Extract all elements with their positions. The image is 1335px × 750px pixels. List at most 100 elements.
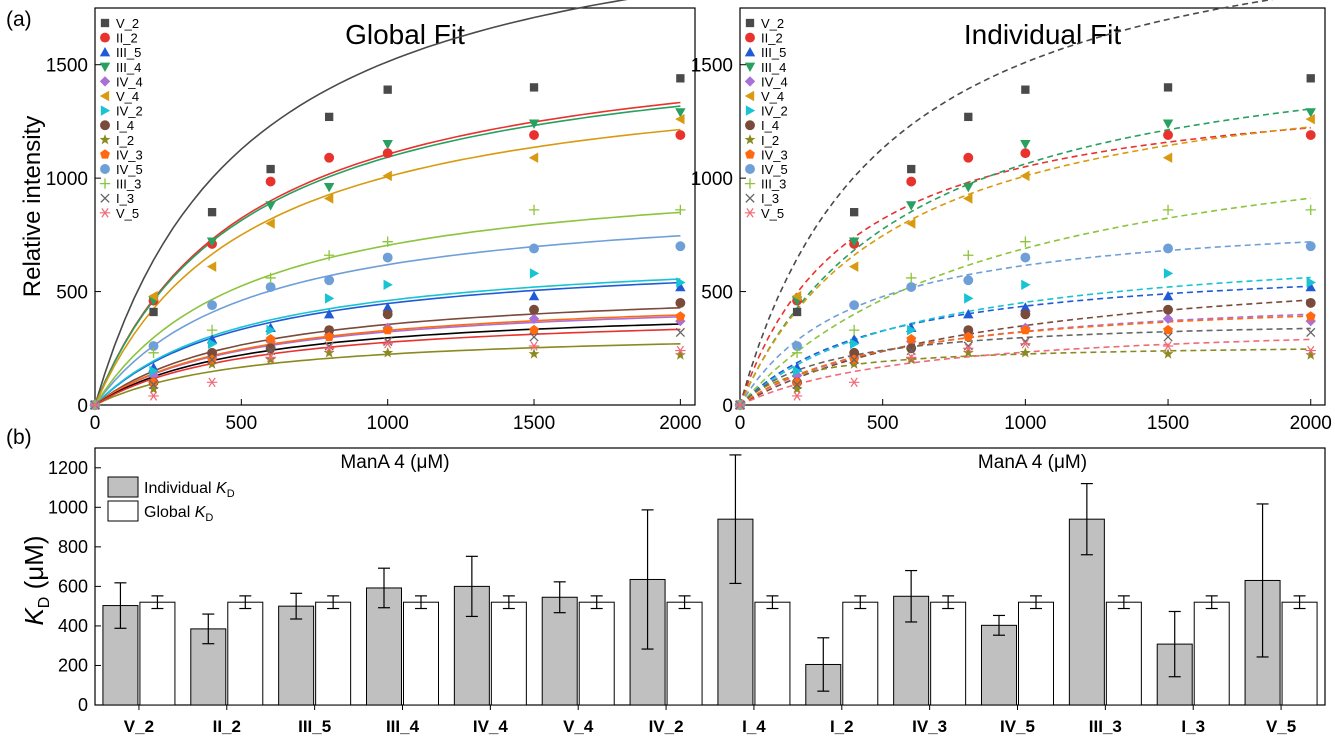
category-label: III_5 <box>298 717 331 736</box>
bar-y-tick-label: 1000 <box>48 497 88 517</box>
data-point-i-3 <box>529 332 539 342</box>
panel-label-a: (a) <box>6 8 32 31</box>
data-point-iv-2 <box>1021 279 1031 290</box>
data-point-iii-5 <box>528 290 540 301</box>
data-point-v-2 <box>266 164 275 174</box>
data-point-iv-4 <box>791 370 803 381</box>
legend-marker-v-2 <box>745 18 755 28</box>
data-point-iv-2 <box>792 365 803 377</box>
category-label: IV_4 <box>473 717 509 736</box>
legend-label-iv-5: IV_5 <box>116 162 143 177</box>
data-point-iv-5 <box>1163 243 1173 254</box>
legend-marker-iii-5 <box>99 47 111 57</box>
data-point-i-4 <box>849 347 860 358</box>
legend-marker-iv-4 <box>99 76 111 87</box>
x-tick-label: 1000 <box>1004 413 1046 434</box>
category-label: I_4 <box>742 717 766 736</box>
data-point-iii-4 <box>963 183 974 193</box>
data-point-ii-2 <box>382 148 393 159</box>
legend-marker-iii-5 <box>744 47 756 57</box>
data-point-v-4 <box>848 261 859 272</box>
category-label: IV_3 <box>912 717 947 736</box>
data-point-iii-5 <box>1305 281 1316 292</box>
data-point-ii-2 <box>906 176 917 187</box>
data-point-iv-3 <box>529 324 539 335</box>
y-tick-label: 1000 <box>691 169 733 190</box>
data-point-iv-5 <box>675 241 686 252</box>
data-point-i-3 <box>675 327 685 338</box>
legend-marker-ii-2 <box>745 32 755 43</box>
data-point-iv-5 <box>1020 252 1031 263</box>
global-kd-bar <box>754 601 791 706</box>
legend-label-i-3: I_3 <box>116 191 134 206</box>
legend-label-v-2: V_2 <box>761 16 784 31</box>
data-point-i-3 <box>148 379 159 390</box>
data-point-iv-3 <box>1163 324 1173 335</box>
global-kd-bar <box>490 601 527 706</box>
data-point-iii-3 <box>528 204 540 216</box>
x-tick-label: 500 <box>867 413 899 434</box>
data-point-i-4 <box>1305 297 1316 308</box>
data-point-v-2 <box>207 208 217 217</box>
fit-curve-i-3 <box>94 323 681 406</box>
data-point-i-2 <box>148 383 159 394</box>
legend-label-k: K <box>216 480 228 497</box>
data-point-i-2 <box>1162 348 1174 359</box>
data-point-iii-4 <box>382 139 393 150</box>
legend-marker-iii-3 <box>99 178 111 189</box>
legend-marker-iii-3 <box>744 178 756 189</box>
data-point-iv-3 <box>148 377 159 387</box>
data-point-iv-4 <box>1162 313 1174 324</box>
data-point-v-5 <box>528 341 540 351</box>
y-tick-label: 1000 <box>46 169 88 190</box>
data-point-iv-2 <box>207 338 218 349</box>
x-axis-label: ManA 4 (μM) <box>340 452 449 473</box>
x-tick-label: 1500 <box>513 413 555 434</box>
legend-marker-iv-5 <box>100 164 110 174</box>
data-point-v-4 <box>963 193 973 204</box>
data-point-v-4 <box>1020 170 1030 182</box>
global-kd-bar <box>139 601 176 706</box>
legend-marker-i-3 <box>745 193 755 203</box>
data-point-iii-3 <box>323 250 335 261</box>
individual-fit-plot: 0 500 1000 1500 2000 0 500 1000 1500 Individual F… <box>691 0 1332 473</box>
data-point-iii-5 <box>1020 302 1031 312</box>
data-point-iii-4 <box>848 237 860 247</box>
data-point-i-4 <box>265 343 276 354</box>
data-point-v-2 <box>383 85 392 94</box>
data-point-iii-4 <box>206 237 218 247</box>
bar-y-tick-label: 0 <box>78 695 88 715</box>
legend-label-global: Global KD <box>144 504 213 524</box>
x-tick-label: 2000 <box>1290 413 1332 434</box>
legend-label-iii-5: III_5 <box>761 45 786 60</box>
data-point-iii-3 <box>848 324 860 336</box>
data-point-i-4 <box>382 309 393 320</box>
individual-kd-bar <box>541 596 578 706</box>
data-point-i-4 <box>906 343 917 354</box>
legend-label-individual: Individual KD <box>144 480 235 500</box>
data-point-iv-5 <box>382 252 393 263</box>
global-kd-bar <box>578 601 615 706</box>
legend-marker-i-4 <box>745 120 755 131</box>
fit-curve-iv-2 <box>94 278 681 406</box>
data-point-iii-5 <box>323 309 335 319</box>
data-point-iv-5 <box>963 275 974 286</box>
fit-curve-iii-5 <box>739 285 1311 406</box>
data-point-v-4 <box>791 290 802 302</box>
legend-label-iv-3: IV_3 <box>116 147 143 162</box>
fit-curve-iv-2 <box>739 276 1311 406</box>
data-point-i-4 <box>207 347 218 358</box>
data-point-v-5 <box>1020 338 1031 349</box>
x-tick-label: 500 <box>225 413 257 434</box>
fit-curve-v-2 <box>94 0 628 406</box>
data-point-ii-2 <box>1020 148 1031 159</box>
legend-label-i-3: I_3 <box>761 191 779 206</box>
data-point-iv-5 <box>148 341 159 351</box>
legend-label-i-2: I_2 <box>761 133 779 148</box>
chart-title: Global Fit <box>345 19 465 50</box>
data-point-iv-2 <box>676 277 686 288</box>
data-point-iv-2 <box>266 324 276 336</box>
data-point-v-2 <box>324 112 334 122</box>
